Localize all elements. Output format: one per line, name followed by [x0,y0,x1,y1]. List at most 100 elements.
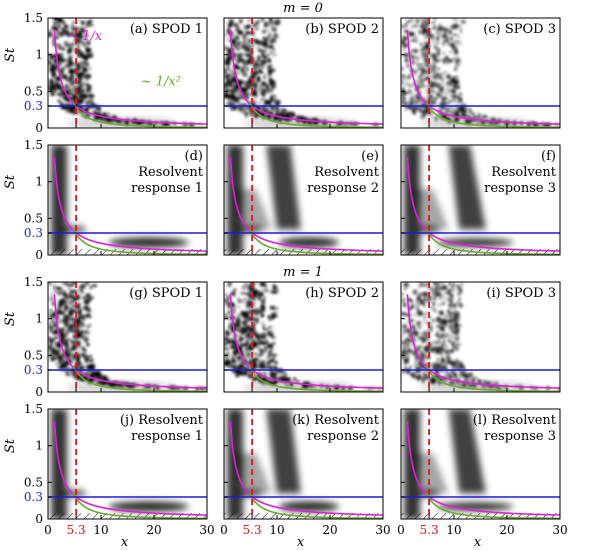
x-tick-label: 5.3 [67,523,86,537]
x-tick-label: 20 [322,523,337,537]
inverse-curve [229,294,383,389]
y-tick-label: 0 [35,248,43,262]
inverse-sq-curve [72,229,207,255]
inverse-sq-curve [248,493,383,519]
y-tick-label: 0.3 [24,363,43,377]
y-axis-label: St [3,438,18,453]
inverse-curve [229,157,383,252]
x-tick-label: 30 [375,523,390,537]
panel-i: (i) SPOD 3 [400,281,561,393]
panel-b: (b) SPOD 2 [223,17,384,129]
inverse-curve [53,294,207,389]
panel-label: (k) Resolvent [292,413,380,428]
section-label-m1: m = 1 [283,265,323,280]
inverse-sq-curve [425,493,560,519]
inverse-sq-curve [425,366,560,392]
panel-frame [47,408,208,520]
resolvent-intensity [227,145,339,255]
panel-frame [223,281,384,393]
y-tick-label: 0.5 [24,211,43,225]
y-tick-label: 1 [35,175,43,189]
panel-label: response 1 [131,181,203,196]
panel-label: response 2 [307,429,379,444]
x-tick-label: 20 [146,523,161,537]
y-tick-label: 1 [35,48,43,62]
heatmap-field [48,145,207,255]
panel-frame [47,17,208,129]
y-tick-label: 0 [35,512,43,526]
panel-frame [400,281,561,393]
y-tick-label: 1.5 [24,275,43,289]
x-axis-label: x [297,535,305,550]
panel-label: response 3 [484,429,556,444]
x-tick-label: 30 [552,523,567,537]
panel-label: (g) SPOD 1 [129,286,203,301]
panel-grid: 0 0.3 0.5 1 1.5 St (a) SPOD 1 ~ 1/x ~ 1/x² (b) SP… [3,11,568,550]
inverse-curve [229,30,383,125]
panel-c: (c) SPOD 3 [400,17,561,129]
inverse-annotation: ~ 1/x [67,29,103,44]
y-tick-label: 0.5 [24,475,43,489]
panel-label: (a) SPOD 1 [130,22,203,37]
x-axis-label: x [121,535,129,550]
panel-label: (h) SPOD 2 [305,286,379,301]
y-axis-label: St [3,174,18,189]
panel-label: (b) SPOD 2 [305,22,379,37]
inverse-sq-curve [72,366,207,392]
x-tick-label: 10 [446,523,461,537]
panel-label: (d) [185,149,203,164]
y-tick-label: 1.5 [24,11,43,25]
inverse-sq-curve [248,102,383,128]
section-label-m0: m = 0 [283,1,323,16]
panel-frame [400,144,561,256]
inverse-curve [53,421,207,516]
resolvent-intensity [404,145,514,255]
panel-label: (e) [361,149,379,164]
x-tick-label: 0 [44,523,52,537]
panel-g: 0 0.30.5 1 1.5 St (g) SPOD 1 [3,275,208,399]
panel-frame [47,281,208,393]
x-tick-label: 5.3 [420,523,439,537]
panel-frame [223,17,384,129]
y-tick-label: 1 [35,312,43,326]
inverse-curve [53,30,207,125]
inverse-curve [406,30,560,125]
heatmap-field [48,282,207,392]
inverse-curve [406,157,560,252]
panel-frame [400,17,561,129]
heatmap-field [48,409,207,519]
inverse-sq-curve [248,229,383,255]
x-tick-label: 10 [269,523,284,537]
y-tick-label: 1 [35,439,43,453]
x-axis-label: x [474,535,482,550]
panel-frame [223,144,384,256]
panel-label: (f) [541,149,556,164]
y-axis-label: St [3,311,18,326]
x-tick-label: 20 [499,523,514,537]
heatmap-field [401,18,560,128]
panel-label: response 3 [484,181,556,196]
heatmap-field [401,145,560,255]
inverse-sq-annotation: ~ 1/x² [141,74,181,89]
panel-label: (c) SPOD 3 [483,22,556,37]
y-axis-label: St [3,47,18,62]
y-tick-label: 0 [35,385,43,399]
panel-label: (i) SPOD 3 [486,286,556,301]
heatmap-field [224,409,383,519]
inverse-sq-curve [72,493,207,519]
panel-frame [223,408,384,520]
inverse-curve [53,157,207,252]
x-tick-label: 30 [199,523,214,537]
y-tick-label: 1.5 [24,138,43,152]
panel-h: (h) SPOD 2 [223,281,384,393]
inverse-sq-curve [425,229,560,255]
inverse-curve [229,421,383,516]
resolvent-intensity [51,145,189,255]
inverse-curve [406,294,560,389]
panel-label: response 1 [131,429,203,444]
